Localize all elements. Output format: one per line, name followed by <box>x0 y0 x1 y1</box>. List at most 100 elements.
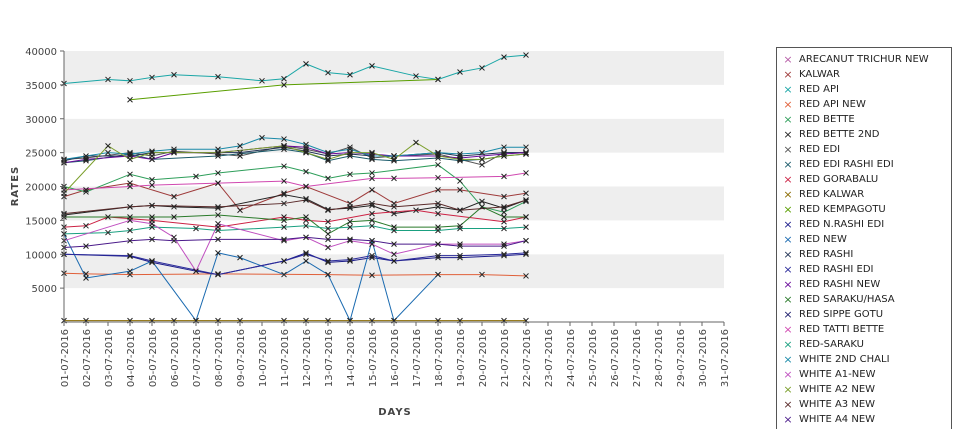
data-point <box>435 161 441 168</box>
data-point <box>501 209 507 216</box>
legend-marker-icon: × <box>783 338 793 351</box>
legend-item: × WHITE A1-NEW <box>777 367 951 382</box>
data-point <box>523 251 529 258</box>
data-point <box>83 156 89 163</box>
data-point <box>149 214 155 220</box>
data-point <box>171 71 177 78</box>
data-point <box>281 200 287 207</box>
data-point <box>479 156 485 163</box>
data-point <box>479 271 485 278</box>
data-point <box>391 258 397 264</box>
data-point <box>149 202 155 209</box>
x-tick-label: 21-07-2016 <box>500 329 511 387</box>
data-point <box>501 214 507 220</box>
data-point <box>259 134 265 141</box>
data-point <box>457 254 463 261</box>
data-point <box>215 180 221 186</box>
x-tick-label: 10-07-2016 <box>258 329 269 387</box>
grid-band <box>64 152 724 187</box>
legend-marker-icon: × <box>783 113 793 126</box>
data-point <box>457 155 463 161</box>
data-point <box>347 144 353 151</box>
data-point <box>457 151 463 157</box>
data-point <box>501 252 507 259</box>
data-point <box>149 220 155 227</box>
legend-label: RED API NEW <box>799 99 866 110</box>
grid-band <box>64 254 724 289</box>
legend-item: × WHITE 2ND CHALI <box>777 352 951 367</box>
legend-label: RED SIPPE GOTU <box>799 309 884 320</box>
data-point <box>215 151 221 157</box>
series-line <box>63 54 527 85</box>
legend-item: × RED TATTI BETTE <box>777 322 951 337</box>
series-markers <box>61 52 529 324</box>
data-point <box>347 205 353 212</box>
grid-band <box>64 51 724 85</box>
y-tick-label: 10000 <box>25 250 57 261</box>
data-point <box>325 175 331 182</box>
data-point <box>83 187 89 193</box>
data-point <box>281 163 287 170</box>
data-point <box>523 273 529 279</box>
legend-label: RED-SARAKU <box>799 339 864 350</box>
data-point <box>523 52 529 58</box>
data-point <box>435 252 441 259</box>
data-point <box>501 153 507 159</box>
legend-marker-icon: × <box>783 158 793 171</box>
data-point <box>303 222 309 229</box>
data-point <box>105 229 111 236</box>
data-point <box>127 252 133 259</box>
legend-marker-icon: × <box>783 368 793 381</box>
series-line <box>63 252 527 276</box>
data-point <box>127 171 133 178</box>
x-tick-label: 25-07-2016 <box>588 329 599 387</box>
y-tick-label: 35000 <box>25 81 57 92</box>
legend-label: WHITE A1-NEW <box>799 369 876 380</box>
legend-marker-icon: × <box>783 203 793 216</box>
data-point <box>325 149 331 156</box>
legend-item: × RED GORABALU <box>777 172 951 187</box>
x-tick-label: 01-07-2016 <box>60 329 71 387</box>
legend-label: RED NEW <box>799 234 847 245</box>
legend-label: RED API <box>799 84 839 95</box>
legend-item: × RED EDI <box>777 142 951 157</box>
data-point <box>369 170 375 176</box>
data-point <box>457 187 463 193</box>
data-point <box>215 271 221 278</box>
legend-label: RED N.RASHI EDI <box>799 219 885 230</box>
data-point <box>479 161 485 168</box>
data-point <box>303 234 309 241</box>
data-point <box>369 200 375 207</box>
data-point <box>369 175 375 182</box>
data-point <box>369 237 375 244</box>
data-point <box>523 151 529 157</box>
data-point <box>127 151 133 157</box>
legend-marker-icon: × <box>783 173 793 186</box>
data-point <box>325 207 331 214</box>
legend-item: × WHITE A2 NEW <box>777 382 951 397</box>
data-point <box>215 250 221 256</box>
legend-item: × RED API <box>777 82 951 97</box>
data-point <box>369 151 375 157</box>
grid-band <box>64 118 724 153</box>
legend-label: RED RASHI EDI <box>799 264 874 275</box>
data-point <box>281 178 287 184</box>
legend-item: × RED KALWAR <box>777 187 951 202</box>
data-point <box>171 148 177 155</box>
data-point <box>369 63 375 69</box>
data-point <box>237 149 243 156</box>
data-point <box>369 272 375 279</box>
data-point <box>435 254 441 261</box>
x-tick-label: 30-07-2016 <box>698 329 709 387</box>
data-point <box>281 237 287 244</box>
x-tick-label: 06-07-2016 <box>170 329 181 387</box>
data-point <box>347 258 353 264</box>
data-point <box>83 275 89 281</box>
legend-marker-icon: × <box>783 263 793 276</box>
data-point <box>193 173 199 180</box>
legend-label: RED KALWAR <box>799 189 865 200</box>
data-point <box>149 182 155 188</box>
x-tick-label: 04-07-2016 <box>126 329 137 387</box>
data-point <box>127 227 133 234</box>
data-point <box>171 193 177 200</box>
